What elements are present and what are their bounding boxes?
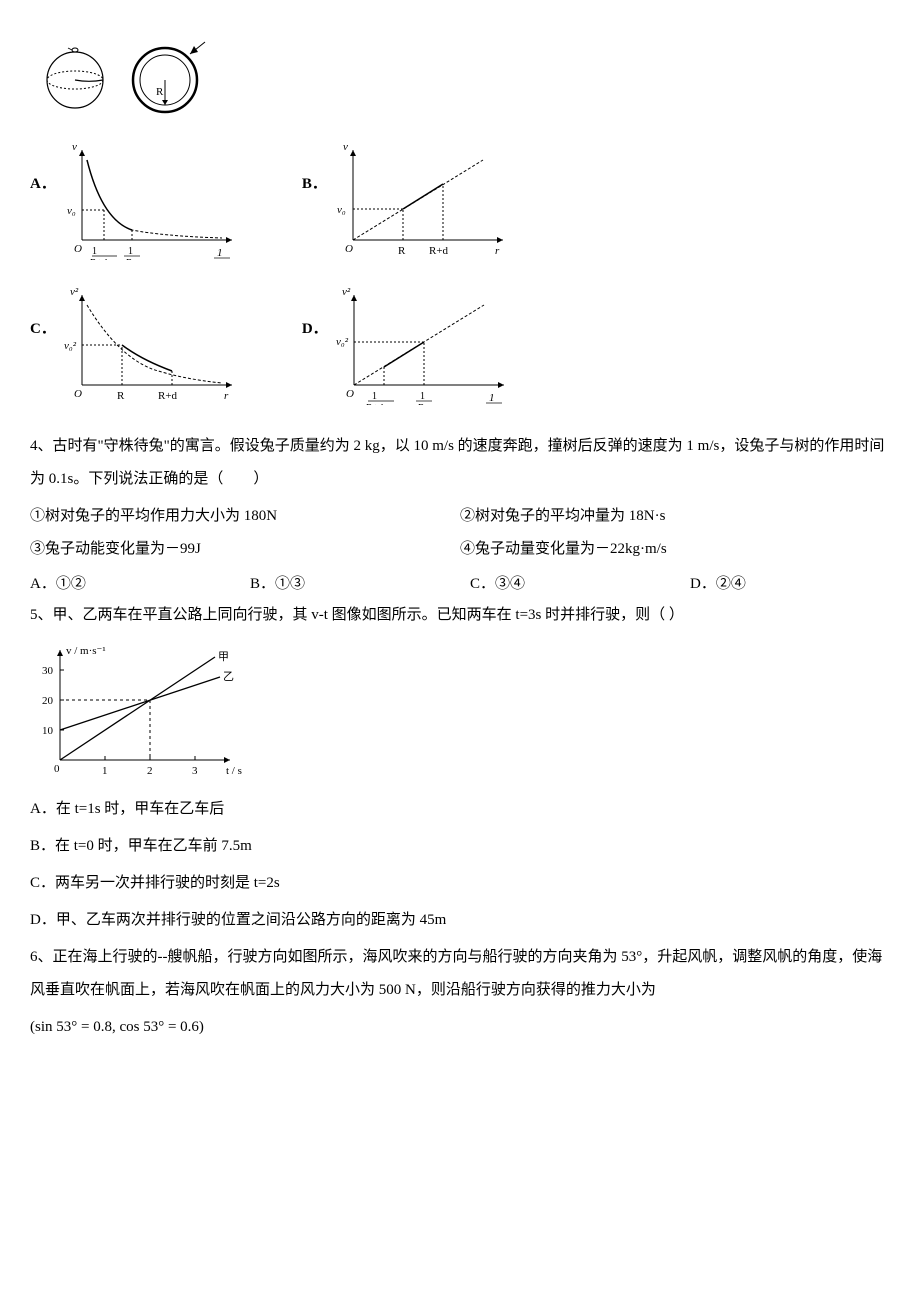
svg-text:1: 1: [92, 246, 97, 257]
svg-text:乙: 乙: [223, 670, 234, 683]
svg-text:v₀²: v₀²: [64, 340, 77, 352]
q4-s1: ①树对兔子的平均作用力大小为 180N: [30, 500, 460, 533]
svg-text:甲: 甲: [218, 651, 229, 663]
q5-graph: v / m·s⁻¹ t / s 10 20 30 1 2 3 0 甲 乙: [30, 640, 890, 785]
q4-optA: A．①②: [30, 572, 170, 593]
svg-text:R: R: [398, 245, 406, 257]
q4-s2: ②树对兔子的平均冲量为 18N·s: [460, 500, 890, 533]
graph-c: v² v₀² O R R+d r: [62, 285, 242, 410]
graph-b: v v₀ O R R+d r: [333, 140, 513, 265]
q4-optB: B．①③: [250, 572, 390, 593]
svg-text:2: 2: [147, 765, 153, 777]
svg-text:R+d: R+d: [429, 245, 449, 257]
q6-stem: 6、正在海上行驶的--艘帆船，行驶方向如图所示，海风吹来的方向与船行驶的方向夹角…: [30, 941, 890, 1007]
q4-s4: ④兔子动量变化量为－22kg·m/s: [460, 533, 890, 566]
option-b-label: B．: [302, 172, 327, 233]
svg-text:r: r: [495, 245, 500, 257]
svg-text:v²: v²: [342, 286, 351, 298]
q5-optB: B．在 t=0 时，甲车在乙车前 7.5m: [30, 830, 890, 863]
q4-statements: ①树对兔子的平均作用力大小为 180N ②树对兔子的平均冲量为 18N·s ③兔…: [30, 500, 890, 566]
q5-optD: D．甲、乙车两次并排行驶的位置之间沿公路方向的距离为 45m: [30, 904, 890, 937]
svg-text:t / s: t / s: [226, 765, 242, 777]
svg-text:v₀²: v₀²: [336, 336, 349, 348]
q4-optD: D．②④: [690, 572, 830, 593]
q4-stem: 4、古时有"守株待兔"的寓言。假设兔子质量约为 2 kg，以 10 m/s 的速…: [30, 430, 890, 496]
q4-s3: ③兔子动能变化量为－99J: [30, 533, 460, 566]
svg-text:R: R: [418, 403, 425, 405]
svg-text:O: O: [345, 243, 353, 255]
q5-stem: 5、甲、乙两车在平直公路上同向行驶，其 v-t 图像如图所示。已知两车在 t=3…: [30, 599, 890, 632]
svg-text:1: 1: [128, 246, 133, 257]
graph-a: v v₀ O 1 R+d 1 R 1 r: [62, 140, 242, 265]
svg-text:1: 1: [217, 247, 223, 259]
svg-text:O: O: [346, 388, 354, 400]
graph-row-ab: A． v v₀ O 1 R+d 1 R 1 r B．: [30, 140, 890, 265]
svg-text:R: R: [126, 258, 133, 260]
q5-optA: A．在 t=1s 时，甲车在乙车后: [30, 793, 890, 826]
svg-text:1: 1: [102, 765, 108, 777]
q6-formula: (sin 53° = 0.8, cos 53° = 0.6): [30, 1011, 890, 1044]
option-d-label: D．: [302, 317, 328, 378]
svg-text:O: O: [74, 388, 82, 400]
svg-text:1: 1: [372, 391, 377, 402]
svg-text:r: r: [224, 390, 229, 402]
svg-text:v: v: [72, 141, 77, 153]
option-a-label: A．: [30, 172, 56, 233]
top-figures-row: R: [30, 40, 890, 120]
q4-options: A．①② B．①③ C．③④ D．②④: [30, 572, 890, 593]
svg-text:R+d: R+d: [90, 258, 107, 260]
svg-text:R: R: [117, 390, 125, 402]
svg-text:v₀: v₀: [337, 204, 346, 216]
svg-text:R: R: [156, 86, 164, 98]
svg-text:1: 1: [420, 391, 425, 402]
svg-text:20: 20: [42, 695, 54, 707]
svg-text:3: 3: [192, 765, 198, 777]
svg-text:r: r: [218, 259, 223, 260]
svg-text:v / m·s⁻¹: v / m·s⁻¹: [66, 645, 106, 657]
svg-text:v: v: [343, 141, 348, 153]
svg-text:0: 0: [54, 763, 60, 775]
svg-text:30: 30: [42, 665, 54, 677]
svg-text:10: 10: [42, 725, 54, 737]
ring-figure: R: [120, 40, 210, 120]
svg-text:v²: v²: [70, 286, 79, 298]
svg-text:R+d: R+d: [366, 403, 383, 405]
svg-text:1: 1: [489, 392, 495, 404]
graph-row-cd: C． v² v₀² O R R+d r D． v²: [30, 285, 890, 410]
q5-optC: C．两车另一次并排行驶的时刻是 t=2s: [30, 867, 890, 900]
graph-d: v² v₀² O 1 R+d 1 R 1 r: [334, 285, 514, 410]
option-c-label: C．: [30, 317, 56, 378]
q4-optC: C．③④: [470, 572, 610, 593]
svg-text:R+d: R+d: [158, 390, 178, 402]
svg-text:v₀: v₀: [67, 205, 76, 217]
svg-text:r: r: [490, 404, 495, 405]
svg-text:O: O: [74, 243, 82, 255]
sphere-figure: [30, 40, 120, 120]
